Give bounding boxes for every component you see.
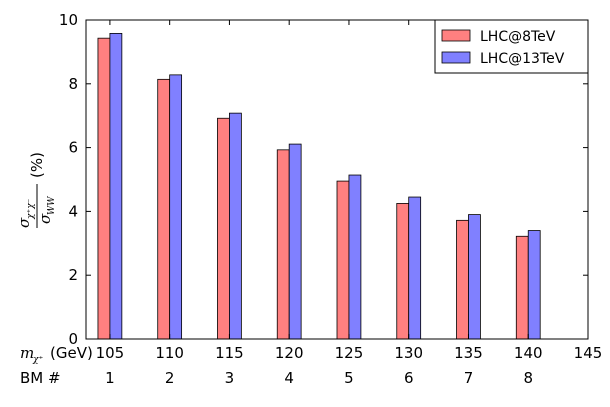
bar-8tev-bm4 xyxy=(276,149,290,340)
legend-swatch xyxy=(441,51,471,64)
bar-13tev-bm8 xyxy=(527,230,541,340)
x-axis-label: m χ⁺ (GeV) BM # xyxy=(20,344,93,387)
bm-row-label: BM # xyxy=(20,369,61,387)
bar-13tev-bm4 xyxy=(288,143,302,340)
bar-13tev-bm5 xyxy=(348,174,362,340)
x-tick-label: 110 xyxy=(155,344,184,362)
y-tick-label: 6 xyxy=(68,139,78,157)
x-tick-label: 105 xyxy=(96,344,125,362)
x-tick-label: 120 xyxy=(275,344,304,362)
x-label-unit: (GeV) xyxy=(50,344,93,362)
bars-layer xyxy=(97,32,541,340)
y-label-numerator-subscript: χ⁺χ⁻ xyxy=(26,198,36,220)
bm-number-label: 1 xyxy=(105,369,115,387)
x-label-mass-symbol: m xyxy=(20,344,34,362)
bar-8tev-bm7 xyxy=(456,219,469,340)
y-axis-label: σ χ⁺χ⁻ σ WW (%) xyxy=(15,152,57,228)
bm-number-label: 5 xyxy=(344,369,354,387)
x-tick-label: 140 xyxy=(514,344,543,362)
bar-8tev-bm3 xyxy=(217,117,230,340)
legend-box xyxy=(434,19,589,74)
y-tick-label: 8 xyxy=(68,75,78,93)
bar-13tev-bm3 xyxy=(229,112,242,340)
bar-13tev-bm2 xyxy=(169,74,183,340)
bm-number-label: 7 xyxy=(464,369,474,387)
x-tick-label: 145 xyxy=(574,344,603,362)
legend: LHC@8TeV LHC@13TeV xyxy=(434,19,589,74)
y-tick-label: 0 xyxy=(68,330,78,348)
bar-8tev-bm5 xyxy=(336,180,350,340)
y-tick-label: 2 xyxy=(68,266,78,284)
y-label-numerator-symbol: σ xyxy=(15,217,33,228)
bar-8tev-bm2 xyxy=(157,78,171,340)
y-label-unit: (%) xyxy=(28,152,46,178)
x-tick-label: 135 xyxy=(454,344,483,362)
ticks-layer: 0 2 4 6 8 10 105 110 115 120 125 130 135 140 145 1 2 3 4 5 6… xyxy=(59,11,602,387)
legend-label: LHC@13TeV xyxy=(480,51,565,67)
y-tick-label: 10 xyxy=(59,11,78,29)
y-label-denominator-subscript: WW xyxy=(47,196,57,215)
x-tick-label: 125 xyxy=(335,344,364,362)
x-label-mass-subscript: χ⁺ xyxy=(32,355,43,365)
bar-8tev-bm6 xyxy=(396,203,410,340)
plot-frame xyxy=(85,19,589,340)
bar-8tev-bm8 xyxy=(515,235,529,340)
bm-number-label: 8 xyxy=(523,369,533,387)
bm-number-label: 4 xyxy=(284,369,294,387)
legend-swatch xyxy=(441,29,471,42)
bar-13tev-bm6 xyxy=(408,196,422,340)
bar-8tev-bm1 xyxy=(97,37,111,340)
y-tick-label: 4 xyxy=(68,202,78,220)
bm-number-label: 6 xyxy=(404,369,414,387)
bar-13tev-bm1 xyxy=(109,32,123,340)
x-tick-label: 115 xyxy=(215,344,244,362)
bm-number-label: 3 xyxy=(225,369,235,387)
bm-number-label: 2 xyxy=(165,369,175,387)
y-label-denominator-symbol: σ xyxy=(36,213,54,224)
bar-13tev-bm7 xyxy=(468,214,481,340)
legend-label: LHC@8TeV xyxy=(480,29,556,45)
x-tick-label: 130 xyxy=(394,344,423,362)
